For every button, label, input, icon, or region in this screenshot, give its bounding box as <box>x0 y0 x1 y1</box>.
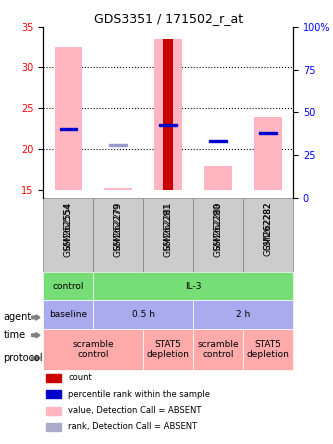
FancyBboxPatch shape <box>193 329 243 370</box>
Bar <box>254 116 282 190</box>
Bar <box>55 47 82 190</box>
Text: percentile rank within the sample: percentile rank within the sample <box>68 390 210 399</box>
Text: GSM262282: GSM262282 <box>263 202 273 256</box>
FancyBboxPatch shape <box>43 272 93 300</box>
Text: protocol: protocol <box>3 353 43 363</box>
Bar <box>46 374 61 382</box>
Bar <box>204 166 232 190</box>
Text: GSM262280: GSM262280 <box>213 202 223 250</box>
Bar <box>110 144 127 146</box>
Bar <box>60 128 77 130</box>
Text: GSM262554: GSM262554 <box>64 202 73 250</box>
FancyBboxPatch shape <box>43 198 93 272</box>
FancyBboxPatch shape <box>143 198 193 272</box>
FancyBboxPatch shape <box>193 198 243 272</box>
Text: rank, Detection Call = ABSENT: rank, Detection Call = ABSENT <box>68 422 197 432</box>
FancyBboxPatch shape <box>93 300 193 329</box>
Bar <box>160 124 177 126</box>
Text: control: control <box>53 281 84 290</box>
Text: agent: agent <box>3 313 32 322</box>
Text: count: count <box>68 373 92 382</box>
Text: STAT5
depletion: STAT5 depletion <box>247 340 289 359</box>
Text: 0.5 h: 0.5 h <box>132 310 155 319</box>
Text: IL-3: IL-3 <box>185 281 201 290</box>
Text: STAT5
depletion: STAT5 depletion <box>147 340 189 359</box>
FancyBboxPatch shape <box>243 329 293 370</box>
Text: GSM262279: GSM262279 <box>114 202 123 257</box>
Text: baseline: baseline <box>49 310 87 319</box>
Title: GDS3351 / 171502_r_at: GDS3351 / 171502_r_at <box>94 12 243 25</box>
Text: 2 h: 2 h <box>236 310 250 319</box>
Bar <box>105 188 132 190</box>
Bar <box>259 132 277 134</box>
FancyBboxPatch shape <box>43 329 143 370</box>
FancyBboxPatch shape <box>143 329 193 370</box>
Text: value, Detection Call = ABSENT: value, Detection Call = ABSENT <box>68 406 202 415</box>
Bar <box>164 39 173 190</box>
Bar <box>46 423 61 431</box>
Text: GSM262554: GSM262554 <box>64 202 73 257</box>
Text: scramble
control: scramble control <box>73 340 114 359</box>
Text: time: time <box>3 330 25 340</box>
Text: GSM262281: GSM262281 <box>164 202 173 250</box>
Bar <box>155 39 182 190</box>
FancyBboxPatch shape <box>93 198 143 272</box>
FancyBboxPatch shape <box>243 198 293 272</box>
Bar <box>209 140 227 142</box>
FancyBboxPatch shape <box>193 300 293 329</box>
FancyBboxPatch shape <box>43 300 93 329</box>
Text: GSM262281: GSM262281 <box>164 202 173 257</box>
Bar <box>46 390 61 398</box>
Bar <box>46 407 61 415</box>
Text: scramble
control: scramble control <box>197 340 239 359</box>
Text: GSM262282: GSM262282 <box>263 202 273 250</box>
Text: GSM262279: GSM262279 <box>114 202 123 250</box>
Text: GSM262280: GSM262280 <box>213 202 223 257</box>
FancyBboxPatch shape <box>93 272 293 300</box>
